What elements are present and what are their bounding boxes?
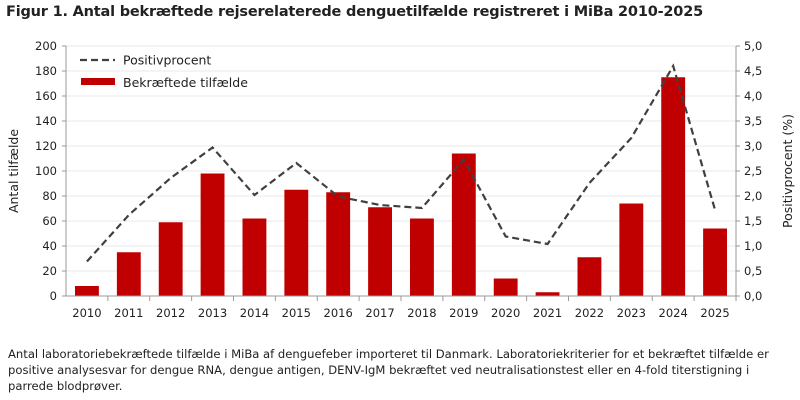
x-tick-label: 2011 — [114, 306, 143, 320]
legend-label-positivprocent: Positivprocent — [123, 53, 211, 68]
y2-tick-label: 3,5 — [744, 114, 762, 128]
y-tick-label: 140 — [35, 114, 57, 128]
x-tick-label: 2024 — [659, 306, 688, 320]
bar-2013 — [200, 173, 225, 296]
bar-2011 — [116, 252, 141, 296]
bar-2023 — [619, 203, 644, 296]
y2-tick-label: 1,5 — [744, 214, 762, 228]
bar-2025 — [703, 228, 727, 296]
y2-tick-label: 3,0 — [744, 139, 762, 153]
y-tick-label: 20 — [42, 264, 57, 278]
y-tick-label: 200 — [35, 39, 57, 53]
x-tick-label: 2018 — [407, 306, 436, 320]
y2-axis-label: Positivprocent (%) — [780, 114, 795, 228]
y2-tick-label: 0,5 — [744, 264, 762, 278]
y2-tick-label: 2,0 — [744, 189, 762, 203]
x-tick-label: 2010 — [72, 306, 101, 320]
bar-2020 — [493, 278, 518, 296]
x-tick-label: 2016 — [324, 306, 353, 320]
chart-caption: Antal laboratoriebekræftede tilfælde i M… — [8, 347, 769, 393]
x-tick-label: 2017 — [365, 306, 394, 320]
bar-2021 — [535, 292, 560, 296]
y-tick-label: 0 — [50, 289, 57, 303]
x-tick-label: 2015 — [282, 306, 311, 320]
legend-bar-swatch — [81, 78, 115, 85]
y-tick-label: 160 — [35, 89, 57, 103]
legend-label-bekraeftede: Bekræftede tilfælde — [123, 75, 248, 90]
x-tick-label: 2020 — [491, 306, 520, 320]
bar-2014 — [242, 218, 267, 296]
bar-2018 — [410, 218, 434, 296]
x-tick-label: 2025 — [700, 306, 729, 320]
y-tick-label: 120 — [35, 139, 57, 153]
chart-title: Figur 1. Antal bekræftede rejserelatered… — [6, 4, 703, 20]
x-tick-label: 2014 — [240, 306, 269, 320]
y2-tick-label: 4,0 — [744, 89, 762, 103]
x-tick-label: 2023 — [617, 306, 646, 320]
y2-tick-label: 1,0 — [744, 239, 762, 253]
bar-2017 — [368, 207, 392, 296]
y2-tick-label: 5,0 — [744, 39, 762, 53]
bar-2010 — [75, 286, 99, 296]
bar-2015 — [284, 189, 309, 296]
x-tick-label: 2012 — [156, 306, 185, 320]
y2-tick-label: 0,0 — [744, 289, 762, 303]
chart: 0 20 40 60 80 100 120 140 160 180 200 0,0 0,5 1,0 1,5 2… — [6, 39, 795, 320]
y-tick-label: 100 — [35, 164, 57, 178]
y-axis-label: Antal tilfælde — [6, 129, 21, 213]
positivprocent-line — [86, 63, 717, 263]
x-tick-label: 2019 — [449, 306, 478, 320]
y-tick-label: 180 — [35, 64, 57, 78]
bar-2019 — [451, 153, 476, 296]
y2-tick-label: 4,5 — [744, 64, 762, 78]
bar-2024 — [661, 77, 686, 296]
x-tick-label: 2022 — [575, 306, 604, 320]
y-tick-label: 60 — [42, 214, 57, 228]
bar-2016 — [326, 192, 351, 296]
x-tick-label: 2013 — [198, 306, 227, 320]
y2-tick-label: 2,5 — [744, 164, 762, 178]
x-tick-label: 2021 — [533, 306, 562, 320]
y-tick-label: 40 — [42, 239, 57, 253]
bar-2012 — [158, 222, 183, 296]
bar-2022 — [577, 257, 602, 296]
y-tick-label: 80 — [42, 189, 57, 203]
